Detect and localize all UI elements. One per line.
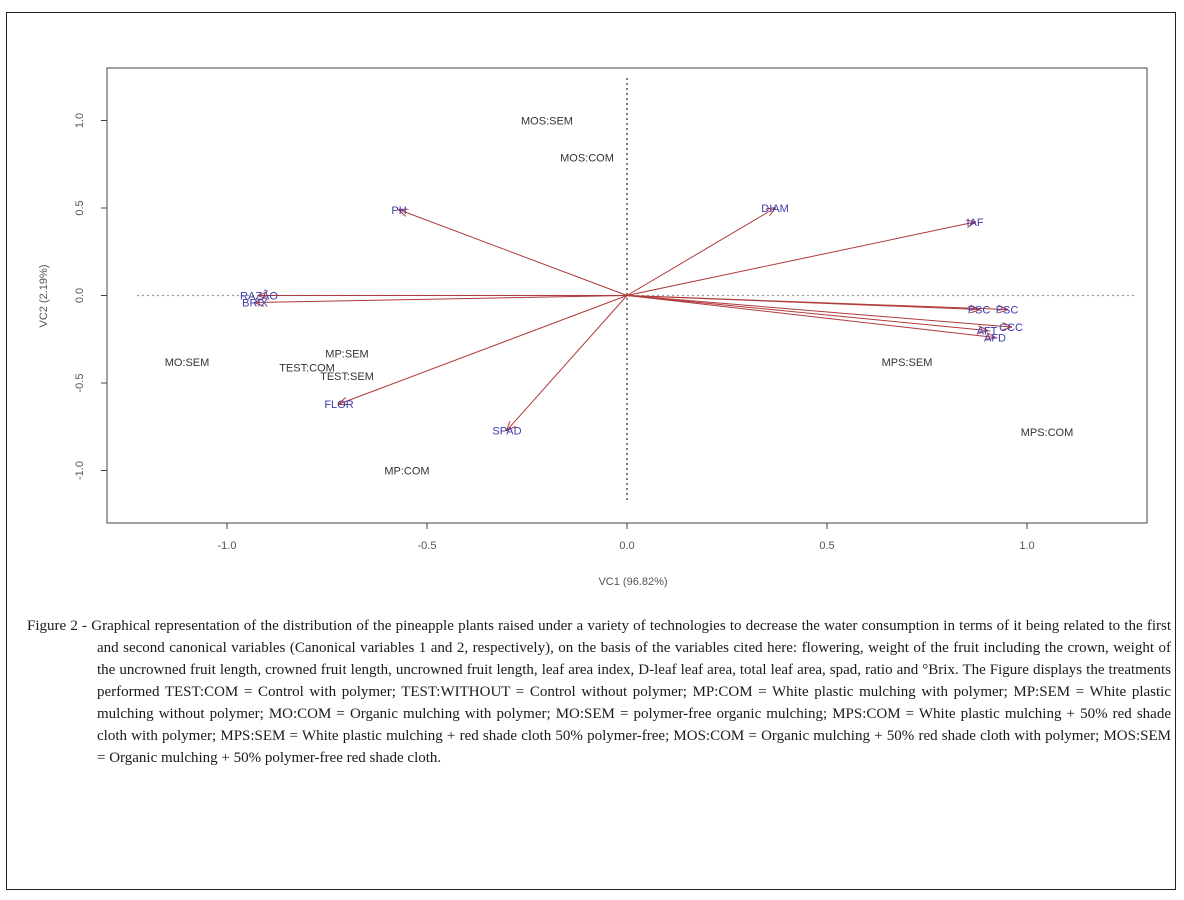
- treatment-label: TEST:COM: [279, 362, 335, 374]
- y-tick-label: -1.0: [74, 461, 86, 480]
- vector-arrow: [255, 295, 628, 303]
- caption-text: Graphical representation of the distribu…: [91, 618, 1171, 766]
- vector-label: PSC: [996, 305, 1019, 317]
- y-axis-label: VC2 (2.19%): [38, 265, 50, 328]
- vector-arrow: [339, 295, 628, 405]
- x-tick-label: -1.0: [218, 540, 237, 552]
- y-tick-label: 0.0: [74, 288, 86, 303]
- vector-label: IAF: [966, 217, 983, 229]
- figure-caption: Figure 2 - Graphical representation of t…: [27, 615, 1171, 769]
- vector-arrow: [626, 295, 1007, 310]
- y-tick-label: 0.5: [74, 200, 86, 215]
- vector-label: DIAM: [761, 203, 789, 215]
- x-tick-label: 1.0: [1019, 540, 1034, 552]
- treatment-label: MPS:SEM: [882, 357, 933, 369]
- x-tick-label: 0.0: [619, 540, 634, 552]
- vector-label: AFT: [977, 326, 998, 338]
- vector-arrows: [255, 208, 1011, 430]
- biplot-chart: -1.0 -0.5 0.0 0.5 1.0 -1.0 -0.5 0.0 0.5 1.0 PH DIA…: [38, 67, 1148, 588]
- vector-label: BRIX: [242, 298, 268, 310]
- x-axis-label: VC1 (96.82%): [598, 576, 667, 588]
- vector-arrow: [507, 295, 628, 431]
- vector-arrow: [626, 295, 987, 331]
- treatment-label: MOS:COM: [560, 152, 614, 164]
- x-tick-label: 0.5: [819, 540, 834, 552]
- vector-label: PSC: [968, 305, 991, 317]
- vector-label: SPAD: [492, 425, 521, 437]
- treatment-label: TEST:SEM: [320, 371, 374, 383]
- vector-label: PH: [391, 205, 406, 217]
- y-tick-label: -0.5: [74, 374, 86, 393]
- vector-arrow: [626, 222, 975, 296]
- x-tick-label: -0.5: [418, 540, 437, 552]
- axes: -1.0 -0.5 0.0 0.5 1.0 -1.0 -0.5 0.0 0.5 1.0: [74, 113, 1035, 552]
- vector-arrow: [626, 295, 1011, 328]
- vector-arrow: [626, 295, 995, 338]
- vector-label: RAZÃO: [240, 290, 278, 303]
- treatment-label: MP:SEM: [325, 348, 368, 360]
- treatment-label: MO:SEM: [165, 357, 210, 369]
- caption-lead: Figure 2 -: [27, 618, 92, 634]
- vector-label: AFD: [984, 333, 1006, 345]
- vector-label: FLOR: [324, 399, 353, 411]
- y-tick-label: 1.0: [74, 113, 86, 128]
- treatment-label: MPS:COM: [1021, 427, 1074, 439]
- reference-lines: [137, 78, 1137, 503]
- treatment-label: MOS:SEM: [521, 116, 573, 128]
- figure-frame: -1.0 -0.5 0.0 0.5 1.0 -1.0 -0.5 0.0 0.5 1.0 PH DIA…: [6, 12, 1176, 890]
- treatment-label: MP:COM: [384, 466, 429, 478]
- vector-label: CCC: [999, 322, 1023, 334]
- vector-arrow: [399, 210, 628, 296]
- vector-arrow: [626, 208, 775, 296]
